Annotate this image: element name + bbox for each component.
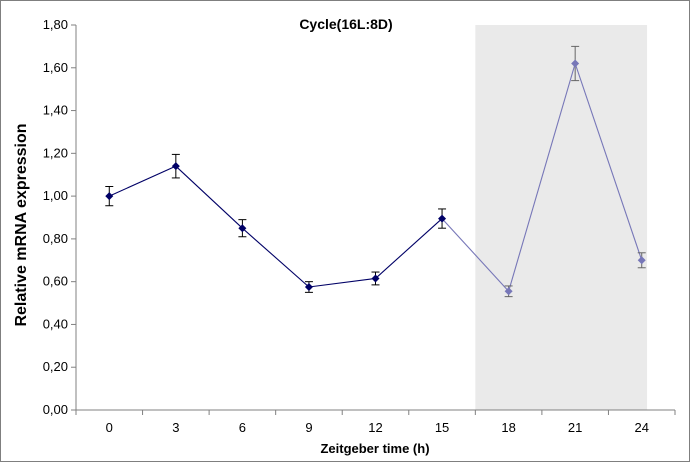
data-point (438, 214, 447, 223)
series-segment (508, 63, 576, 292)
y-tick-labels: 0,00 0,20 0,40 0,60 0,80 1,00 1,20 1,40 1,60 1,80 (43, 17, 68, 417)
y-tick-label: 0,60 (43, 274, 68, 289)
series-segment (375, 218, 443, 279)
y-axis-label: Relative mRNA expression (13, 123, 30, 326)
x-tick-label: 3 (172, 420, 179, 435)
data-point (304, 283, 313, 292)
y-tick-label: 0,80 (43, 231, 68, 246)
data-point (637, 256, 646, 265)
y-tick-label: 1,80 (43, 17, 68, 32)
x-tick-label: 18 (501, 420, 515, 435)
x-tick-label: 21 (568, 420, 582, 435)
series-segment (175, 165, 243, 229)
y-tick-label: 0,40 (43, 316, 68, 331)
x-tick-label: 15 (435, 420, 449, 435)
data-point (171, 162, 180, 171)
dark-phase-shading (475, 25, 648, 410)
data-point (238, 224, 247, 233)
y-tick-label: 0,00 (43, 402, 68, 417)
data-point (504, 287, 513, 296)
x-tick-label: 12 (368, 420, 382, 435)
series-segment (242, 227, 310, 288)
series-line (105, 45, 646, 298)
data-point (371, 274, 380, 283)
y-tick-label: 1,40 (43, 103, 68, 118)
series-segment (109, 165, 177, 197)
series-segment (441, 218, 510, 292)
data-point (105, 192, 114, 201)
series-segment (574, 63, 643, 261)
data-point (571, 59, 580, 68)
y-tick-label: 1,60 (43, 60, 68, 75)
x-tick-label: 0 (106, 420, 113, 435)
series-segment (308, 277, 376, 288)
y-tick-label: 1,20 (43, 145, 68, 160)
x-axis-label: Zeitgeber time (h) (320, 441, 429, 456)
x-tick-label: 24 (634, 420, 648, 435)
x-tick-labels: 0 3 6 9 12 15 18 21 24 (106, 420, 649, 435)
chart-title: Cycle(16L:8D) (299, 16, 392, 32)
axes (71, 24, 676, 415)
y-tick-label: 0,20 (43, 359, 68, 374)
x-tick-label: 9 (305, 420, 312, 435)
y-tick-label: 1,00 (43, 188, 68, 203)
x-tick-label: 6 (239, 420, 246, 435)
